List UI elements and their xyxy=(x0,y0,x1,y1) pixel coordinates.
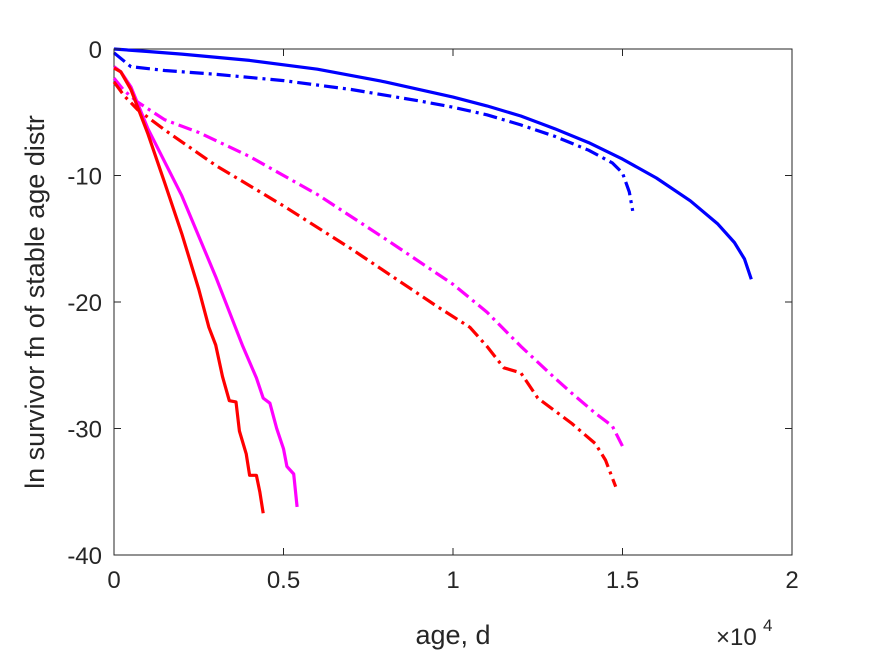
x-tick-label: 0 xyxy=(107,567,120,594)
y-axis-title: ln survivor fn of stable age distr xyxy=(20,115,50,489)
series-line-2 xyxy=(112,51,635,212)
x-multiplier-label: ×10 xyxy=(716,624,757,651)
x-multiplier-exponent: 4 xyxy=(763,616,772,635)
y-tick-label: -40 xyxy=(67,543,102,570)
series-layer xyxy=(112,47,753,514)
x-tick-label: 1.5 xyxy=(606,567,639,594)
x-tick-label: 2 xyxy=(785,567,798,594)
x-axis-title: age, d xyxy=(415,620,490,650)
y-tick-label: 0 xyxy=(89,37,102,64)
series-line-6 xyxy=(113,66,265,514)
x-tick-label: 0.5 xyxy=(267,567,300,594)
plot-area xyxy=(113,48,793,556)
x-tick-label: 1 xyxy=(446,567,459,594)
series-line-3 xyxy=(112,77,624,447)
series-line-4 xyxy=(112,80,618,488)
y-tick-label: -30 xyxy=(67,417,102,444)
ticks-layer: 0 0.5 1 1.5 2 0 -10 -20 -30 -40 xyxy=(67,37,798,594)
y-tick-label: -10 xyxy=(67,164,102,191)
y-tick-label: -20 xyxy=(67,290,102,317)
series-line-1 xyxy=(113,47,753,280)
